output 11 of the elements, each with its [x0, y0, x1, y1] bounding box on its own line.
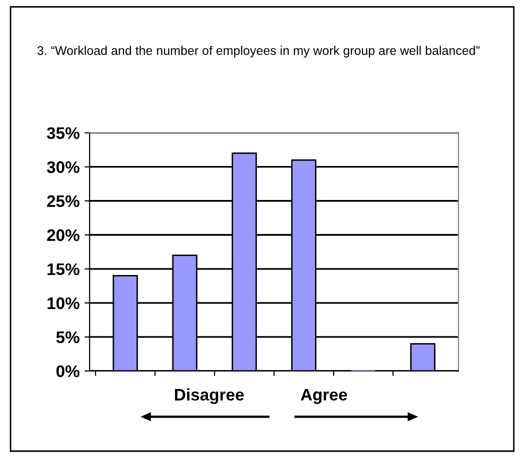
y-tick-label: 35%: [46, 127, 80, 140]
y-tick-label: 5%: [56, 331, 80, 344]
y-tick-label: 20%: [47, 229, 80, 242]
y-tick-label: 10%: [48, 297, 80, 310]
text: Agree: [300, 388, 348, 404]
y-tick-label: 15%: [48, 263, 80, 276]
chart-title: 3. “Workload and the number of employees in my work group are well balanced”: [37, 46, 480, 58]
y-tick-label: 0%: [56, 365, 80, 378]
y-tick-label: 25%: [47, 195, 80, 208]
y-tick-label: 30%: [46, 161, 80, 174]
text: Disagree: [175, 388, 244, 404]
